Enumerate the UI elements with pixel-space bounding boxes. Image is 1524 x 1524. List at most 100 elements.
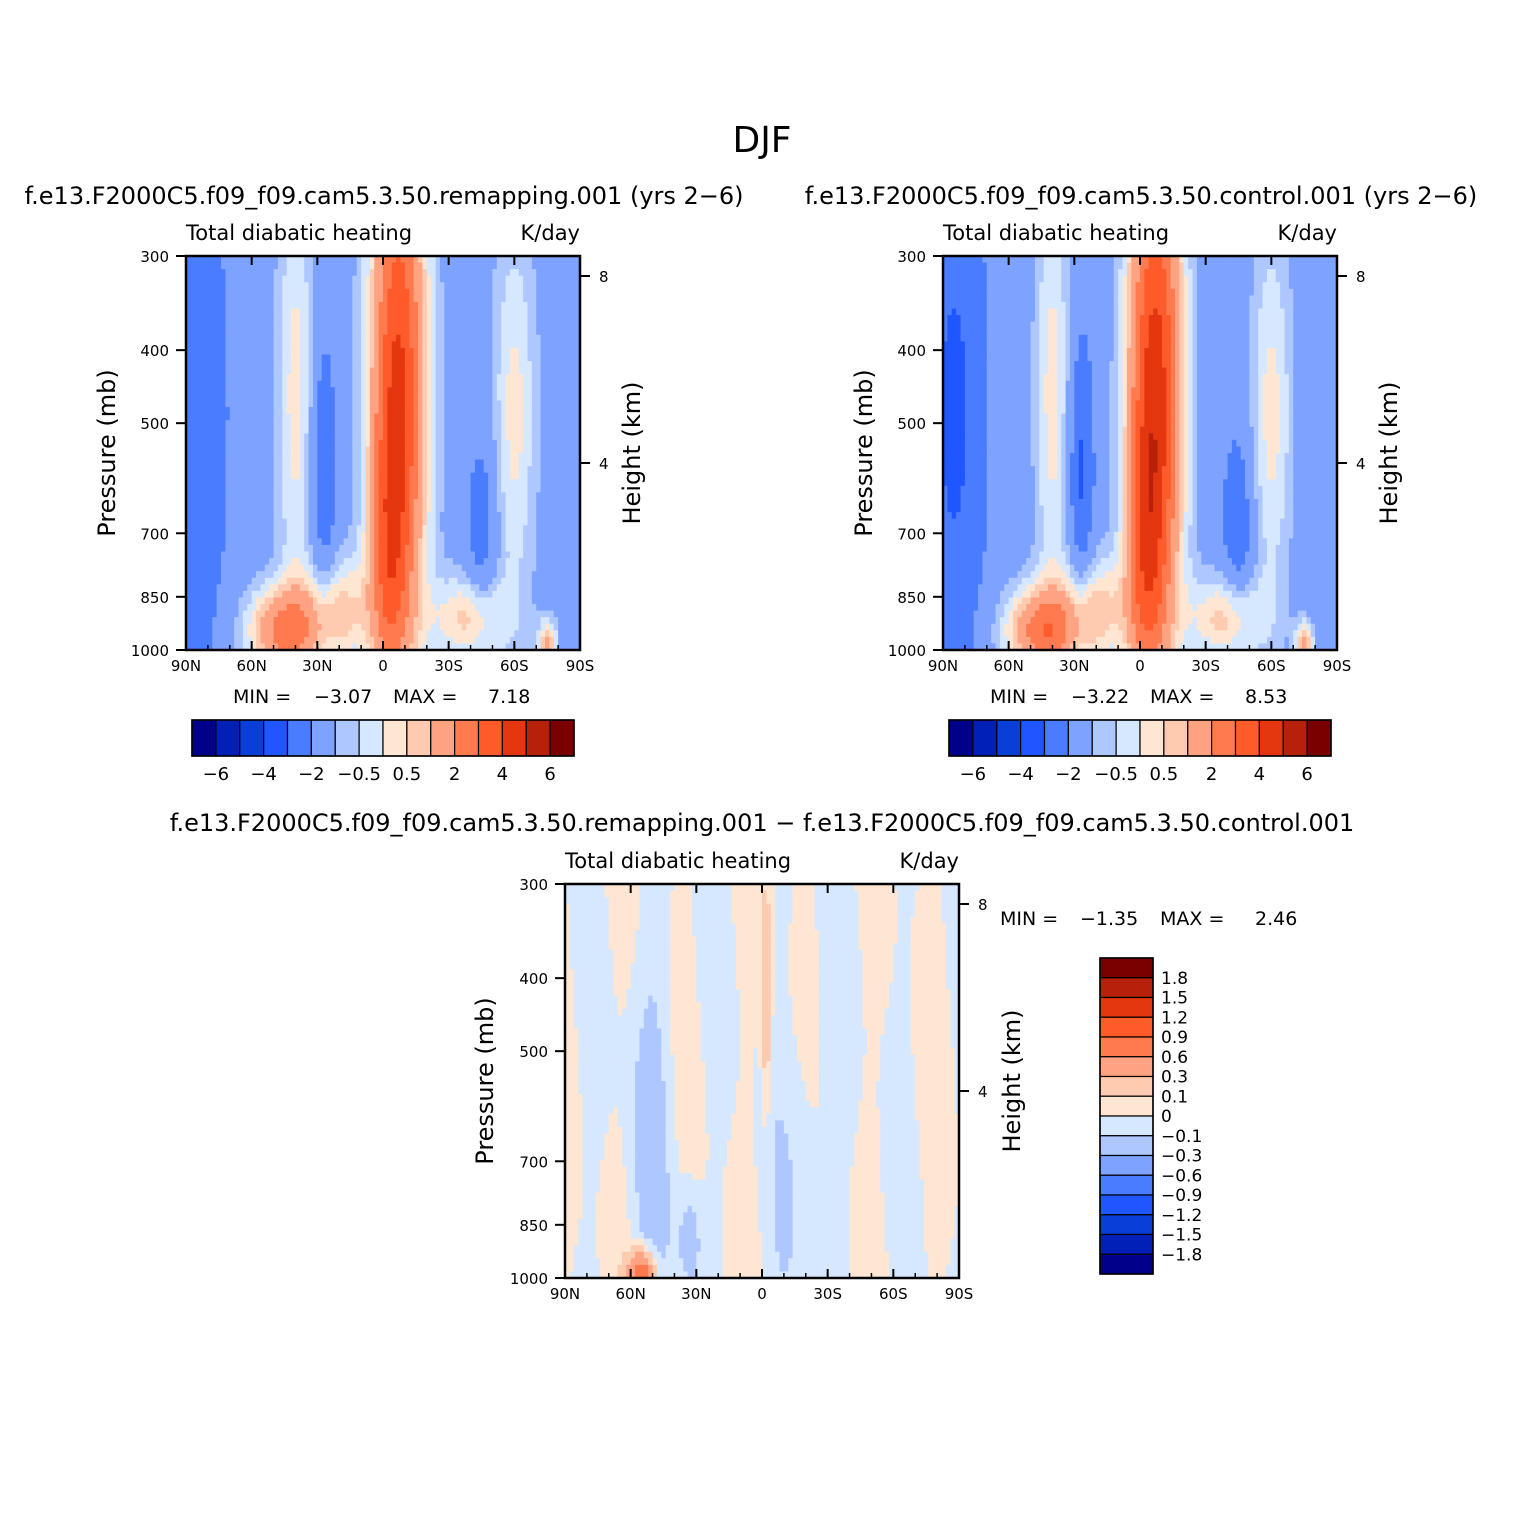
heatmap-cell: [190, 551, 196, 559]
heatmap-cell: [291, 538, 297, 546]
heatmap-cell: [514, 498, 520, 507]
heatmap-cell: [225, 479, 231, 487]
heatmap-cell: [365, 361, 371, 369]
heatmap-cell: [295, 538, 301, 546]
heatmap-cell: [404, 505, 410, 513]
heatmap-cell: [199, 433, 205, 441]
heatmap-cell: [518, 525, 524, 533]
heatmap-cell: [558, 485, 564, 493]
heatmap-cell: [334, 459, 340, 467]
heatmap-cell: [326, 525, 332, 533]
heatmap-cell: [225, 275, 231, 283]
heatmap-cell: [536, 584, 542, 592]
heatmap-cell: [571, 590, 577, 599]
heatmap-cell: [431, 301, 437, 310]
heatmap-cell: [426, 374, 432, 382]
heatmap-cell: [466, 492, 472, 500]
heatmap-cell: [312, 571, 318, 579]
heatmap-cell: [457, 328, 463, 336]
heatmap-cell: [277, 315, 283, 323]
heatmap-cell: [273, 262, 279, 270]
heatmap-cell: [199, 584, 205, 592]
heatmap-cell: [216, 380, 222, 388]
heatmap-cell: [277, 301, 283, 310]
heatmap-cell: [256, 558, 262, 566]
heatmap-cell: [514, 334, 520, 342]
heatmap-cell: [212, 407, 218, 415]
heatmap-cell: [365, 544, 371, 553]
heatmap-cell: [334, 367, 340, 375]
heatmap-cell: [413, 558, 419, 566]
heatmap-cell: [404, 367, 410, 375]
heatmap-cell: [365, 538, 371, 546]
heatmap-cell: [575, 321, 581, 329]
heatmap-cell: [566, 433, 572, 441]
heatmap-cell: [404, 558, 410, 566]
heatmap-cell: [374, 453, 380, 461]
heatmap-cell: [299, 393, 305, 402]
heatmap-cell: [203, 439, 209, 448]
heatmap-cell: [470, 577, 476, 585]
heatmap-cell: [448, 610, 454, 618]
heatmap-cell: [334, 413, 340, 421]
heatmap-cell: [378, 380, 384, 388]
heatmap-cell: [501, 328, 507, 336]
heatmap-cell: [256, 571, 262, 579]
heatmap-cell: [396, 328, 402, 336]
heatmap-cell: [571, 262, 577, 270]
heatmap-cell: [536, 610, 542, 618]
heatmap-cell: [374, 604, 380, 612]
heatmap-cell: [216, 374, 222, 382]
heatmap-cell: [343, 334, 349, 342]
heatmap-cell: [470, 590, 476, 599]
heatmap-cell: [238, 420, 244, 428]
heatmap-cell: [308, 472, 314, 480]
heatmap-cell: [286, 347, 292, 356]
heatmap-cell: [575, 433, 581, 441]
heatmap-cell: [505, 577, 511, 585]
heatmap-cell: [453, 604, 459, 612]
heatmap-cell: [330, 597, 336, 605]
heatmap-cell: [575, 354, 581, 362]
heatmap-cell: [225, 525, 231, 533]
heatmap-cell: [365, 597, 371, 605]
heatmap-cell: [448, 590, 454, 599]
heatmap-cell: [540, 400, 546, 408]
heatmap-cell: [531, 439, 537, 448]
heatmap-cell: [221, 590, 226, 599]
heatmap-cell: [308, 544, 314, 553]
heatmap-cell: [291, 315, 297, 323]
heatmap-cell: [330, 604, 336, 612]
heatmap-cell: [505, 328, 511, 336]
heatmap-cell: [418, 597, 423, 605]
heatmap-cell: [199, 380, 205, 388]
heatmap-cell: [448, 413, 454, 421]
heatmap-cell: [225, 571, 231, 579]
heatmap-cell: [562, 597, 568, 605]
heatmap-cell: [523, 551, 529, 559]
heatmap-cell: [387, 610, 393, 618]
heatmap-cell: [286, 328, 292, 336]
heatmap-cell: [216, 584, 222, 592]
heatmap-cell: [422, 544, 428, 553]
heatmap-cell: [553, 604, 559, 612]
heatmap-cell: [264, 610, 270, 618]
heatmap-cell: [321, 380, 327, 388]
heatmap-cell: [186, 558, 191, 566]
heatmap-cell: [479, 505, 485, 513]
heatmap-cell: [207, 288, 213, 296]
heatmap-cell: [194, 275, 200, 283]
heatmap-cell: [501, 439, 507, 448]
heatmap-cell: [291, 518, 297, 526]
heatmap-cell: [207, 374, 213, 382]
heatmap-cell: [330, 367, 336, 375]
heatmap-cell: [291, 584, 297, 592]
heatmap-cell: [562, 413, 568, 421]
heatmap-cell: [479, 439, 485, 448]
heatmap-cell: [418, 551, 423, 559]
heatmap-cell: [282, 347, 288, 356]
heatmap-cell: [273, 518, 279, 526]
heatmap-cell: [312, 459, 318, 467]
heatmap-cell: [374, 380, 380, 388]
heatmap-cell: [247, 577, 253, 585]
